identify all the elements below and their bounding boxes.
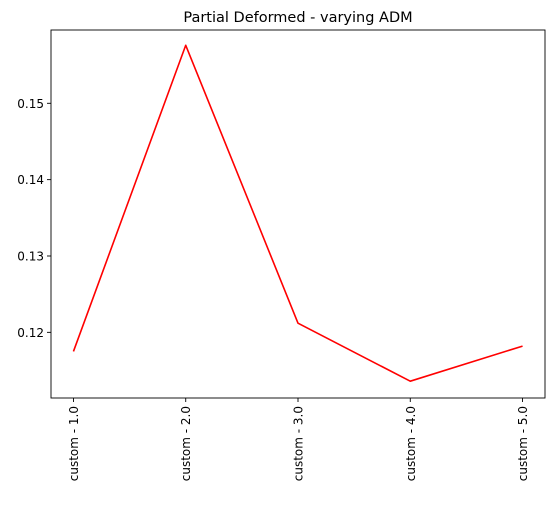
axes-frame [50, 29, 546, 399]
y-tick-label: 0.14 [17, 173, 44, 187]
plot-area: 0.12 0.13 0.14 0.15 custom - 1.0 custom - 2.0… [17, 29, 546, 481]
x-tick-label: custom - 3.0 [292, 406, 306, 481]
y-tick-label: 0.13 [17, 249, 44, 263]
x-tick-label: custom - 2.0 [179, 406, 193, 481]
series-line-1 [72, 44, 523, 383]
chart-title: Partial Deformed - varying ADM [183, 10, 412, 26]
x-tick-label: custom - 4.0 [404, 406, 418, 481]
x-tick-label: custom - 5.0 [516, 406, 530, 481]
y-tick-label: 0.15 [17, 97, 44, 111]
x-tick-label: custom - 1.0 [67, 406, 81, 481]
y-tick-label: 0.12 [17, 326, 44, 340]
